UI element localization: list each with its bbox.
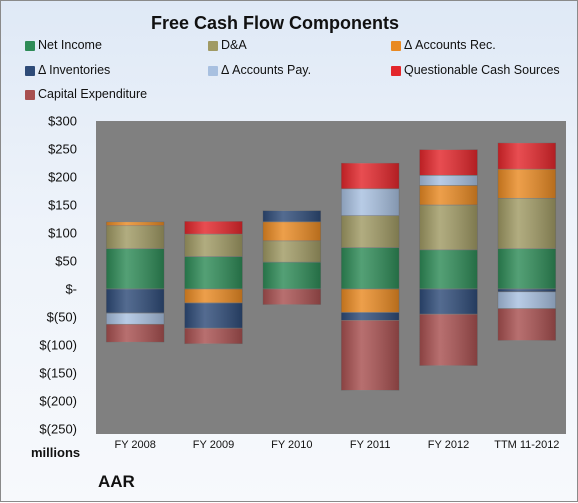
bar-segment-shading [262, 210, 321, 222]
bar-segment-shading [262, 289, 321, 305]
y-tick-label: $(150) [39, 366, 77, 381]
y-tick-label: $150 [48, 198, 77, 213]
legend-label: Capital Expenditure [38, 87, 148, 101]
x-axis: FY 2008 FY 2009 FY 2010 FY 2011 FY 2012 TTM 1… [114, 439, 559, 451]
bar-segment-shading [106, 289, 165, 314]
y-tick-label: $200 [48, 170, 77, 185]
bar-segment-shading [419, 314, 478, 366]
x-tick-label: TTM 11-2012 [494, 439, 559, 451]
bar-segment-shading [497, 198, 556, 249]
bar-segment-shading [184, 328, 243, 344]
bar-layer [105, 142, 557, 391]
bar-segment-shading [497, 248, 556, 289]
x-tick-label: FY 2011 [350, 439, 391, 451]
legend-label: Net Income [38, 38, 102, 52]
bar-segment-shading [341, 289, 400, 313]
bar-segment-shading [184, 256, 243, 289]
legend-swatch [25, 90, 35, 100]
bar-segment-shading [106, 221, 165, 226]
bar-segment-shading [184, 234, 243, 257]
bar-segment-shading [341, 188, 400, 216]
chart-title: Free Cash Flow Components [150, 13, 400, 33]
bar-segment-shading [341, 163, 400, 189]
legend-swatch [208, 41, 218, 51]
bar-segment-shading [184, 289, 243, 303]
bar-segment-shading [497, 291, 556, 309]
bar-segment-shading [419, 289, 478, 315]
bar-segment-shading [419, 185, 478, 205]
x-tick-label: FY 2010 [271, 439, 312, 451]
bar-segment-shading [184, 303, 243, 329]
bar-segment-shading [419, 175, 478, 186]
bar-segment-shading [341, 215, 400, 248]
y-tick-label: $(50) [47, 310, 77, 325]
bar-segment-shading [419, 205, 478, 250]
y-tick-label: $- [65, 282, 77, 297]
bar-segment-shading [341, 320, 400, 391]
bar-segment-shading [497, 308, 556, 341]
legend-label: Questionable Cash Sources [404, 63, 560, 77]
bar-segment-shading [106, 248, 165, 289]
y-tick-label: $(250) [39, 422, 77, 437]
bar-segment-shading [106, 313, 165, 325]
bar-segment-shading [262, 221, 321, 241]
y-axis: $300 $250 $200 $150 $100 $50 $- $(50) $(100) $(15… [39, 114, 77, 437]
y-tick-label: $50 [55, 254, 77, 269]
legend-label: Δ Accounts Pay. [221, 63, 312, 77]
y-tick-label: $(200) [39, 394, 77, 409]
plot-area [96, 121, 566, 434]
bar-segment-shading [184, 221, 243, 235]
x-tick-label: FY 2012 [428, 439, 469, 451]
bar-segment-shading [341, 247, 400, 289]
y-tick-label: $300 [48, 114, 77, 129]
bar-segment-shading [497, 289, 556, 292]
bar-segment-shading [262, 262, 321, 289]
x-tick-label: FY 2009 [193, 439, 234, 451]
x-tick-label: FY 2008 [114, 439, 155, 451]
bar-segment-shading [106, 225, 165, 249]
bar-segment-shading [419, 149, 478, 176]
bar-segment-shading [419, 249, 478, 289]
legend-label: Δ Accounts Rec. [404, 38, 496, 52]
legend-swatch [208, 66, 218, 76]
legend-label: Δ Inventories [38, 63, 111, 77]
y-tick-label: $250 [48, 142, 77, 157]
bar-segment-shading [497, 169, 556, 199]
company-name: AAR [98, 472, 135, 491]
y-tick-label: $100 [48, 226, 77, 241]
bar-segment-shading [106, 324, 165, 343]
bar-segment-shading [262, 240, 321, 263]
legend-swatch [391, 41, 401, 51]
legend-swatch [25, 66, 35, 76]
y-axis-unit: millions [31, 445, 80, 460]
legend-swatch [391, 66, 401, 76]
legend-swatch [25, 41, 35, 51]
legend-label: D&A [221, 38, 247, 52]
y-tick-label: $(100) [39, 338, 77, 353]
bar-segment-shading [341, 312, 400, 321]
bar-segment-shading [497, 142, 556, 170]
